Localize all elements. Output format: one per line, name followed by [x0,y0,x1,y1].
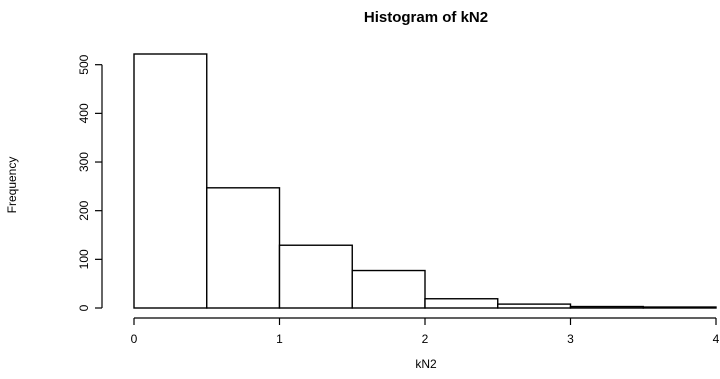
y-tick-label: 500 [77,54,91,74]
x-tick-label: 0 [131,332,138,346]
histogram-bar-7 [642,306,717,309]
x-tick-label: 4 [713,332,720,346]
histogram-bars [133,53,717,309]
histogram-bar-4 [424,298,499,309]
y-tick-label: 200 [77,200,91,220]
x-axis: 0 1 2 3 4 [131,317,720,346]
y-tick-label: 400 [77,103,91,123]
histogram-bar-1 [206,187,281,309]
histogram-bar-3 [351,269,426,309]
y-axis-label: Frequency [5,157,19,214]
y-tick-label: 0 [77,304,91,311]
histogram-bar-2 [278,244,353,309]
y-axis: 0 100 200 300 400 500 [77,54,103,311]
y-tick-label: 100 [77,249,91,269]
y-tick-label: 300 [77,152,91,172]
histogram-bar-5 [497,303,572,309]
histogram-bar-6 [569,305,644,309]
x-tick-label: 2 [422,332,429,346]
chart-title: Histogram of kN2 [364,9,488,26]
histogram-bar-0 [133,53,208,309]
x-tick-label: 1 [276,332,283,346]
x-axis-label: kN2 [415,357,437,371]
x-tick-label: 3 [567,332,574,346]
